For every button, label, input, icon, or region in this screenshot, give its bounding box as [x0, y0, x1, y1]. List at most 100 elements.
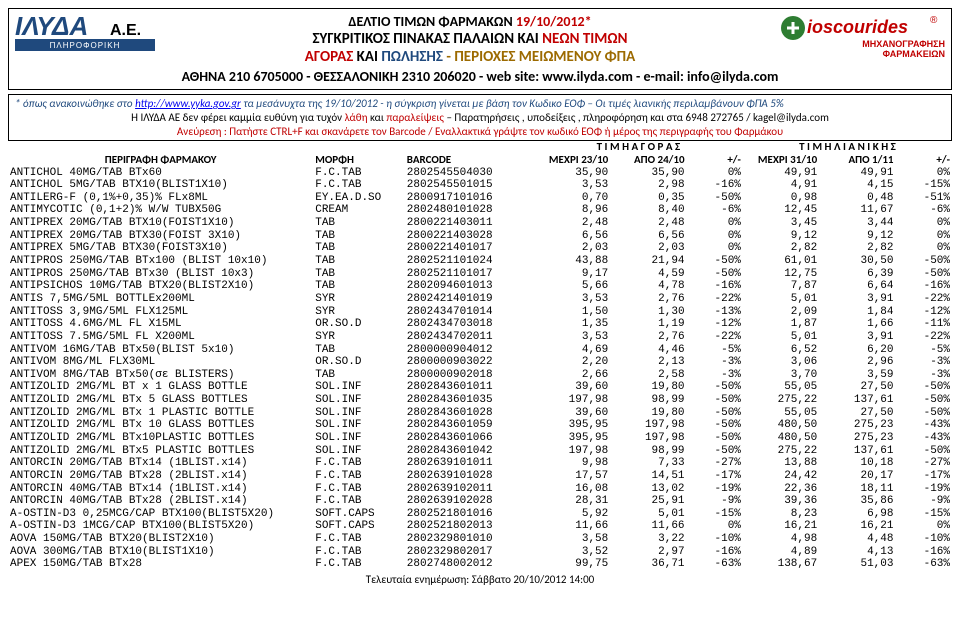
table-row: ANTIVOM 8MG/ML FLX30MLOR.SO.D28000009030…	[8, 356, 952, 369]
cell: ANTIZOLID 2MG/ML BT x 1 GLASS BOTTLE	[8, 381, 313, 394]
cell: ANTITOSS 7.5MG/5ML FL X200ML	[8, 331, 313, 344]
cell: -27%	[896, 457, 953, 470]
cell: -3%	[687, 356, 743, 369]
cell: 0%	[687, 520, 743, 533]
header-block: ΙΛΥΔΑ Α.Ε. ΠΛΗΡΟΦΟΡΙΚΗ ΔΕΛΤΙΟ ΤΙΜΩΝ ΦΑΡΜ…	[8, 8, 952, 90]
cell: 9,12	[819, 230, 895, 243]
cell: 2800917101016	[405, 192, 534, 205]
cell: -50%	[687, 192, 743, 205]
note1-pre: * όπως ανακοινώθηκε στο	[15, 97, 135, 110]
line3-and: ΚΑΙ	[357, 48, 382, 66]
cell: 2802843601042	[405, 445, 534, 458]
cell: -17%	[896, 470, 953, 483]
cell: 5,01	[743, 293, 819, 306]
cell: 6,98	[819, 508, 895, 521]
cell: 2,82	[819, 242, 895, 255]
logo-left: ΙΛΥΔΑ Α.Ε. ΠΛΗΡΟΦΟΡΙΚΗ	[15, 13, 175, 57]
cell: -10%	[896, 533, 953, 546]
notes-box: * όπως ανακοινώθηκε στο http://www.yyka.…	[8, 94, 952, 141]
cell: 0,70	[534, 192, 610, 205]
cell: 9,98	[534, 457, 610, 470]
cell: 18,11	[819, 483, 895, 496]
note1-link[interactable]: http://www.yyka.gov.gr	[135, 97, 241, 110]
cell: 2802434702011	[405, 331, 534, 344]
cell: 1,19	[610, 318, 686, 331]
cell: ANTORCIN 40MG/TAB BTx28 (2BLIST.x14)	[8, 495, 313, 508]
cell: F.C.TAB	[313, 179, 405, 192]
cell: TAB	[313, 280, 405, 293]
cell: 2,58	[610, 369, 686, 382]
cell: 3,53	[534, 331, 610, 344]
cell: 13,02	[610, 483, 686, 496]
svg-text:ΠΛΗΡΟΦΟΡΙΚΗ: ΠΛΗΡΟΦΟΡΙΚΗ	[50, 41, 121, 50]
cell: OR.SO.D	[313, 356, 405, 369]
cell: 138,67	[743, 558, 819, 571]
cell: ANTICHOL 5MG/TAB BTX10(BLIST1X10)	[8, 179, 313, 192]
cell: 43,88	[534, 255, 610, 268]
cell: -63%	[687, 558, 743, 571]
cell: -16%	[687, 280, 743, 293]
table-row: ANTIS 7,5MG/5ML BOTTLEx200MLSYR280242140…	[8, 293, 952, 306]
cell: SOL.INF	[313, 381, 405, 394]
cell: 2802748002012	[405, 558, 534, 571]
cell: -3%	[896, 369, 953, 382]
cell: -43%	[896, 419, 953, 432]
cell: 4,69	[534, 344, 610, 357]
cell: 3,91	[819, 331, 895, 344]
cell: 2802421401019	[405, 293, 534, 306]
cell: TAB	[313, 255, 405, 268]
cell: 2802843601066	[405, 432, 534, 445]
cell: 28,31	[534, 495, 610, 508]
cell: 6,56	[610, 230, 686, 243]
col-desc: ΠΕΡΙΓΡΑΦΗ ΦΑΡΜΑΚΟΥ	[8, 154, 313, 167]
cell: -16%	[687, 546, 743, 559]
cell: 0%	[896, 217, 953, 230]
cell: 8,96	[534, 204, 610, 217]
cell: 275,23	[819, 432, 895, 445]
cell: -16%	[896, 546, 953, 559]
cell: SOL.INF	[313, 419, 405, 432]
cell: 16,21	[819, 520, 895, 533]
cell: -10%	[687, 533, 743, 546]
table-row: ANTIZOLID 2MG/ML BTx 10 GLASS BOTTLESSOL…	[8, 419, 952, 432]
cell: -11%	[896, 318, 953, 331]
cell: -50%	[896, 268, 953, 281]
footer-updated: Τελευταία ενημέρωση: Σάββατο 20/10/2012 …	[8, 573, 952, 586]
note3: Ανεύρεση : Πατήστε CTRL+F και σκανάρετε …	[15, 125, 945, 139]
cell: 55,05	[743, 381, 819, 394]
cell: F.C.TAB	[313, 470, 405, 483]
cell: TAB	[313, 369, 405, 382]
cell: -50%	[687, 255, 743, 268]
cell: -3%	[687, 369, 743, 382]
cell: 0,98	[743, 192, 819, 205]
table-row: ANTIPREX 20MG/TAB BTX30(FOIST 3X10)TAB28…	[8, 230, 952, 243]
cell: 2800000902018	[405, 369, 534, 382]
cell: 3,22	[610, 533, 686, 546]
table-row: ANTIZOLID 2MG/ML BT x 1 GLASS BOTTLESOL.…	[8, 381, 952, 394]
cell: 16,21	[743, 520, 819, 533]
cell: 7,87	[743, 280, 819, 293]
cell: -3%	[896, 356, 953, 369]
cell: F.C.TAB	[313, 483, 405, 496]
cell: ANTIVOM 8MG/ML FLX30ML	[8, 356, 313, 369]
cell: 2,48	[534, 217, 610, 230]
cell: -5%	[896, 344, 953, 357]
cell: 2,76	[610, 331, 686, 344]
cell: -51%	[896, 192, 953, 205]
cell: 35,86	[819, 495, 895, 508]
cell: 6,56	[534, 230, 610, 243]
cell: 0%	[896, 520, 953, 533]
cell: ANTIPROS 250MG/TAB BTx30 (BLIST 10x3)	[8, 268, 313, 281]
cell: -16%	[687, 179, 743, 192]
cell: 2802843601011	[405, 381, 534, 394]
cell: -50%	[687, 407, 743, 420]
table-row: A-OSTIN-D3 0,25MCG/CAP BTX100(BLIST5X20)…	[8, 508, 952, 521]
cell: 27,50	[819, 407, 895, 420]
cell: 2802434701014	[405, 306, 534, 319]
cell: 137,61	[819, 445, 895, 458]
cell: 5,01	[743, 331, 819, 344]
cell: 3,53	[534, 293, 610, 306]
note2-b: λάθη	[345, 111, 370, 124]
cell: 12,75	[743, 268, 819, 281]
cell: 19,80	[610, 381, 686, 394]
